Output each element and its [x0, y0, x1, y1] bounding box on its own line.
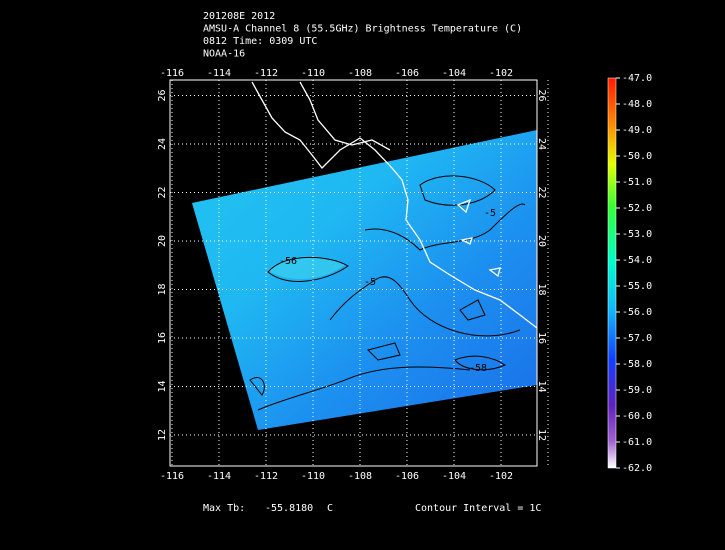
lon-label: -110 [301, 68, 325, 79]
title-line: AMSU-A Channel 8 (55.5GHz) Brightness Te… [203, 24, 522, 35]
colorbar-label: -53.0 [622, 229, 652, 240]
map-frame [169, 79, 538, 467]
lat-label: 24 [157, 138, 168, 150]
lat-label: 12 [157, 429, 168, 441]
lon-label: -110 [301, 471, 325, 482]
contour-label: -5 [484, 208, 496, 219]
grid [170, 80, 549, 466]
lon-label: -102 [489, 471, 513, 482]
contours [249, 175, 526, 411]
lon-label: -114 [207, 471, 231, 482]
lon-label: -116 [160, 68, 184, 79]
lat-label: 18 [157, 283, 168, 295]
lon-label: -104 [442, 471, 466, 482]
lon-label: -106 [395, 68, 419, 79]
footer-label: Max Tb: [203, 503, 245, 514]
contour-label: -58 [469, 363, 487, 374]
title-line: NOAA-16 [203, 49, 245, 60]
lon-label: -106 [395, 471, 419, 482]
coastline [251, 81, 538, 329]
contour-label: -5 [364, 277, 376, 288]
lon-label: -116 [160, 471, 184, 482]
contour-label: -56 [279, 256, 297, 267]
lon-label: -112 [254, 471, 278, 482]
colorbar-label: -62.0 [622, 463, 652, 474]
title-line: 201208E 2012 [203, 11, 275, 22]
lat-label: 20 [157, 235, 168, 247]
lon-label: -102 [489, 68, 513, 79]
lat-label: 22 [536, 186, 547, 198]
lon-label: -112 [254, 68, 278, 79]
warm-patch [268, 256, 345, 280]
colorbar [607, 77, 617, 469]
colorbar-label: -47.0 [622, 73, 652, 84]
title-line: 0812 Time: 0309 UTC [203, 36, 317, 47]
lat-label: 14 [536, 380, 547, 392]
colorbar-label: -55.0 [622, 281, 652, 292]
lat-label: 18 [536, 283, 547, 295]
lon-label: -108 [348, 471, 372, 482]
map [169, 79, 549, 467]
lat-label: 24 [536, 138, 547, 150]
colorbar-label: -59.0 [622, 385, 652, 396]
lon-label: -108 [348, 68, 372, 79]
lat-label: 22 [157, 186, 168, 198]
footer-value: -55.8180 [265, 503, 313, 514]
footer-unit: C [327, 503, 333, 514]
footer-interval: Contour Interval = 1C [415, 503, 541, 514]
colorbar-label: -61.0 [622, 437, 652, 448]
colorbar-label: -58.0 [622, 359, 652, 370]
lat-label: 12 [536, 429, 547, 441]
colorbar-label: -56.0 [622, 307, 652, 318]
lon-label: -114 [207, 68, 231, 79]
colorbar-label: -52.0 [622, 203, 652, 214]
lat-label: 14 [157, 380, 168, 392]
lon-label: -104 [442, 68, 466, 79]
lat-label: 20 [536, 235, 547, 247]
colorbar-label: -50.0 [622, 151, 652, 162]
colorbar-label: -48.0 [622, 99, 652, 110]
lat-label: 26 [536, 89, 547, 101]
colorbar-label: -57.0 [622, 333, 652, 344]
lat-label: 26 [157, 89, 168, 101]
colorbar-label: -49.0 [622, 125, 652, 136]
colorbar-label: -60.0 [622, 411, 652, 422]
lat-label: 16 [157, 332, 168, 344]
colorbar-label: -54.0 [622, 255, 652, 266]
lat-label: 16 [536, 332, 547, 344]
colorbar-label: -51.0 [622, 177, 652, 188]
